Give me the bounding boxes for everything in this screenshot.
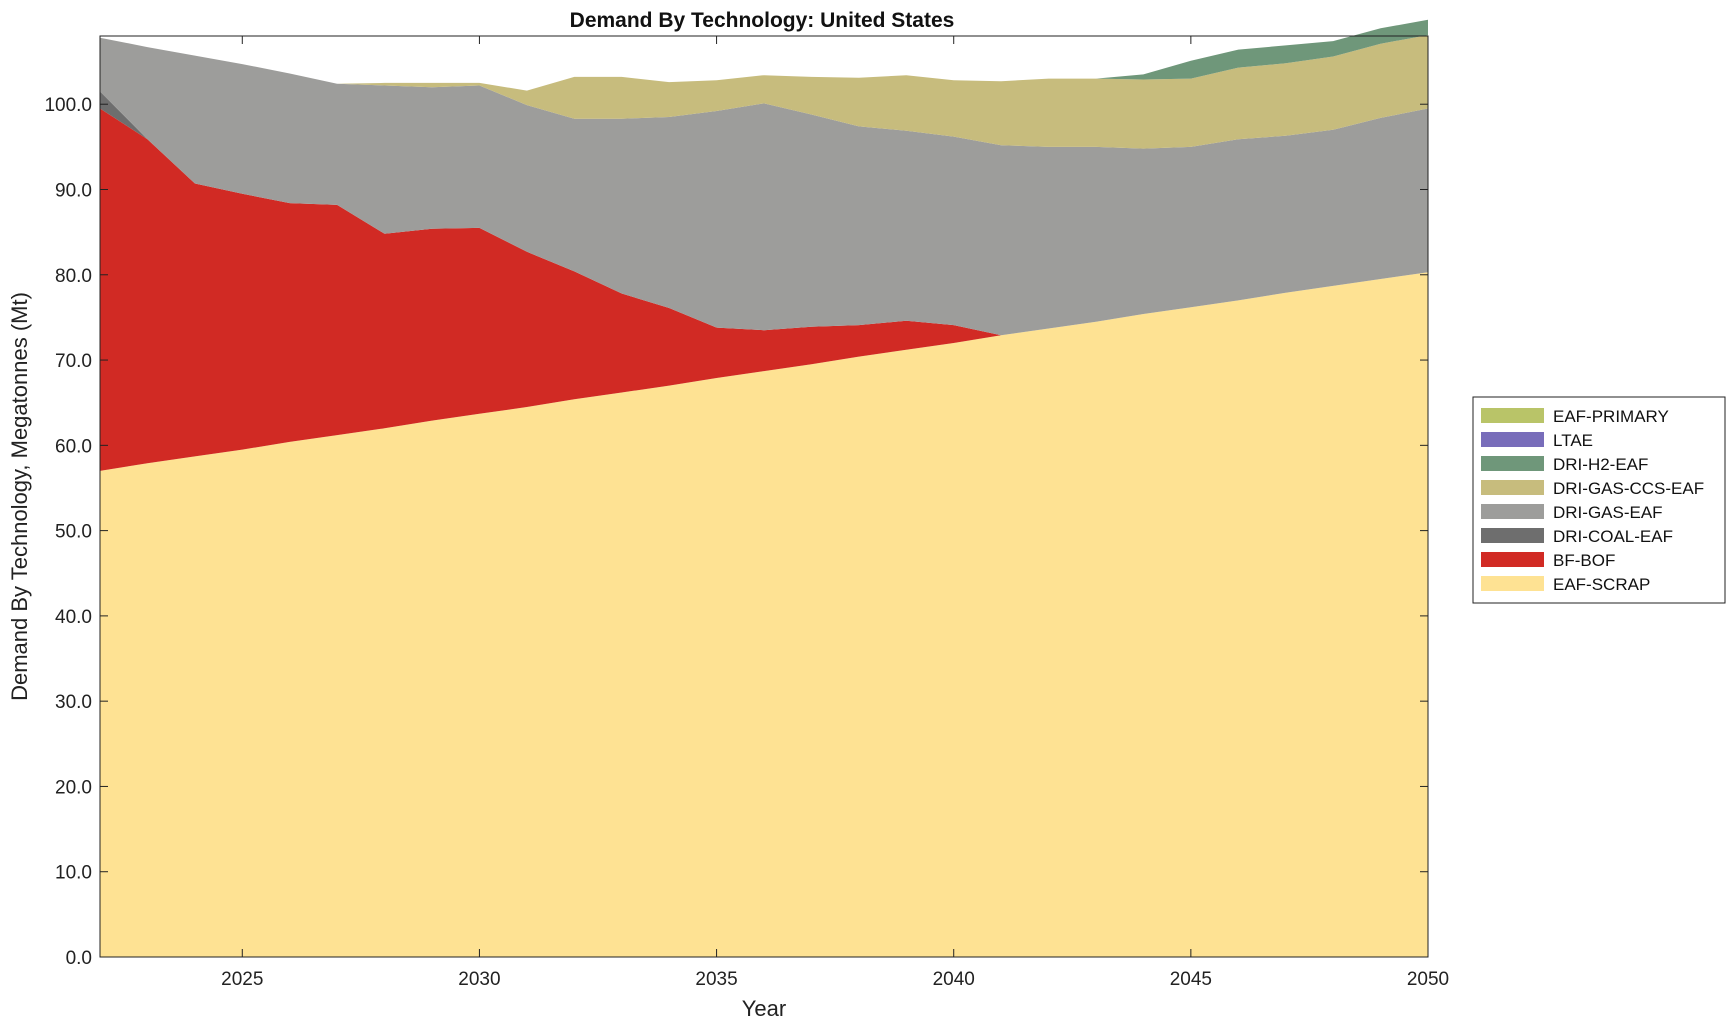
x-axis-title: Year [742,996,786,1021]
x-tick-label: 2035 [695,969,737,990]
y-tick-label: 10.0 [55,863,92,884]
legend-label: BF-BOF [1553,551,1615,570]
legend-label: EAF-PRIMARY [1553,407,1669,426]
legend-swatch [1481,432,1544,447]
area-series-group [100,19,1428,957]
y-tick-label: 60.0 [55,436,92,457]
legend-label: LTAE [1553,431,1593,450]
legend-label: EAF-SCRAP [1553,575,1650,594]
x-tick-label: 2050 [1407,969,1449,990]
x-tick-label: 2045 [1170,969,1212,990]
legend-label: DRI-GAS-EAF [1553,503,1663,522]
y-tick-label: 100.0 [44,95,92,116]
y-tick-label: 90.0 [55,181,92,202]
y-tick-label: 20.0 [55,777,92,798]
legend-swatch [1481,504,1544,519]
y-tick-label: 0.0 [66,948,92,969]
legend-swatch [1481,408,1544,423]
legend-swatch [1481,576,1544,591]
legend-label: DRI-COAL-EAF [1553,527,1673,546]
legend-swatch [1481,552,1544,567]
x-axis: 2025 2030 2035 2040 2045 2050 [221,36,1449,990]
legend-swatch [1481,528,1544,543]
legend: EAF-PRIMARY LTAE DRI-H2-EAF DRI-GAS-CCS-EAF… [1472,396,1726,604]
legend-label: DRI-H2-EAF [1553,455,1648,474]
y-tick-label: 40.0 [55,607,92,628]
legend-swatch [1481,480,1544,495]
y-axis: 0.0 10.0 20.0 30.0 40.0 50.0 60.0 70.0 80.0 90.0 1… [44,95,1428,969]
y-axis-title: Demand By Technology, Megatonnes (Mt) [7,292,32,701]
legend-label: DRI-GAS-CCS-EAF [1553,479,1704,498]
chart-title: Demand By Technology: United States [570,9,955,32]
y-tick-label: 70.0 [55,351,92,372]
legend-swatch [1481,456,1544,471]
area-dri-gas-eaf [100,37,1428,336]
plot-frame [99,35,1429,958]
area-eaf-scrap [100,272,1428,957]
y-tick-label: 50.0 [55,522,92,543]
x-tick-label: 2025 [221,969,263,990]
area-bf-bof [100,108,1428,471]
area-dri-gas-ccs-eaf [100,35,1428,149]
y-tick-label: 80.0 [55,266,92,287]
x-tick-label: 2030 [458,969,500,990]
legend-box [1472,396,1726,604]
x-tick-label: 2040 [933,969,975,990]
y-tick-label: 30.0 [55,692,92,713]
